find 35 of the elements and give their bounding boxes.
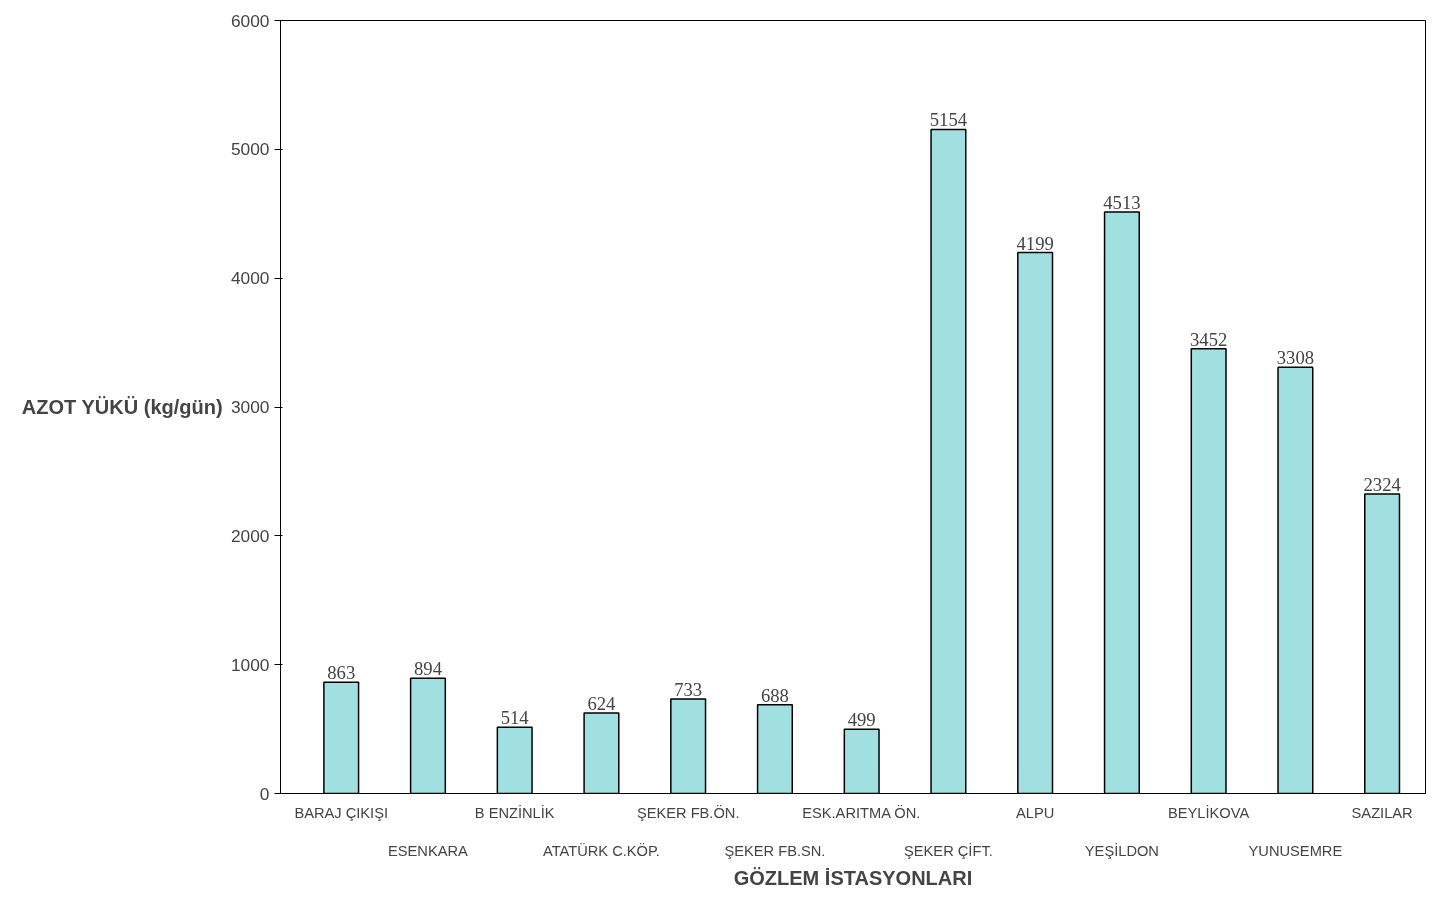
y-tick-label: 4000 (230, 268, 270, 289)
y-tick-label: 0 (259, 783, 270, 804)
data-label: 4199 (1016, 232, 1054, 254)
data-label: 3452 (1189, 328, 1228, 350)
x-tick-label: ALPU (1016, 804, 1055, 821)
x-tick-label: B ENZİNLİK (474, 803, 555, 821)
data-label: 5154 (929, 109, 968, 131)
data-label: 688 (760, 684, 789, 706)
y-axis-title: AZOT YÜKÜ (kg/gün) (21, 396, 223, 418)
x-tick-label: ŞEKER FB.SN. (724, 842, 826, 859)
x-tick-label: ESK.ARITMA ÖN. (802, 803, 921, 821)
x-tick-label: YEŞİLDON (1084, 841, 1159, 859)
y-tick-label: 5000 (230, 139, 270, 160)
x-tick-label: BARAJ ÇIKIŞI (294, 804, 389, 821)
x-tick-label: ESENKARA (388, 842, 469, 859)
x-tick-label: SAZILAR (1351, 804, 1413, 821)
x-axis-title: GÖZLEM İSTASYONLARI (733, 866, 973, 889)
data-label: 499 (847, 709, 876, 731)
data-label: 733 (674, 679, 703, 701)
data-label: 624 (587, 693, 617, 715)
x-tick-label: ŞEKER FB.ÖN. (636, 803, 740, 821)
x-tick-label: YUNUSEMRE (1248, 842, 1343, 859)
data-label: 863 (327, 662, 356, 684)
y-tick-label: 3000 (230, 397, 270, 417)
y-tick-label: 2000 (230, 525, 270, 546)
x-tick-label: ŞEKER ÇİFT. (904, 841, 993, 859)
data-label: 894 (413, 658, 443, 680)
y-tick-label: 1000 (230, 654, 270, 675)
y-tick-label: 6000 (230, 10, 270, 31)
x-tick-label: ATATÜRK C.KÖP. (542, 841, 660, 859)
data-label: 3308 (1276, 347, 1315, 369)
x-tick-label: BEYLİKOVA (1168, 803, 1250, 821)
data-label: 514 (500, 707, 530, 729)
data-label: 2324 (1363, 474, 1402, 496)
data-label: 4513 (1103, 192, 1141, 214)
